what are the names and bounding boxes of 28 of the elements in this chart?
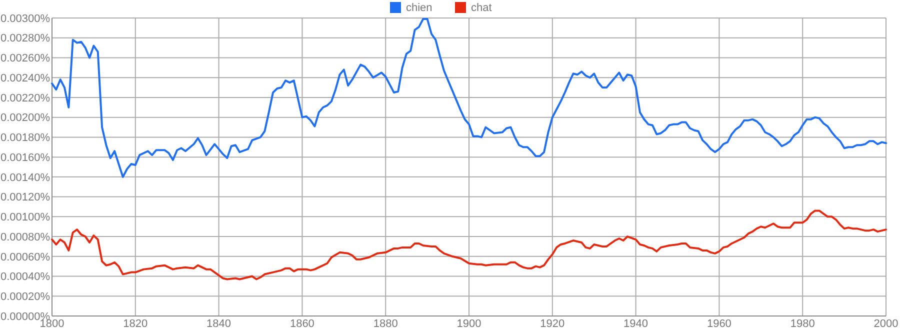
x-tick-label: 1820 [123,318,148,330]
x-tick-label: 1920 [540,318,565,330]
x-tick-label: 1960 [706,318,732,330]
x-tick-label: 1860 [290,318,314,330]
x-tick-label: 2000 [874,318,898,330]
x-tick-label: 1840 [206,318,232,330]
x-tick-label: 1940 [624,318,648,330]
line-series [51,210,887,280]
y-tick-label: 0.00220% [0,92,50,104]
x-tick-label: 1980 [790,318,815,330]
legend-label: chat [471,2,492,14]
y-tick-label: 0.00180% [0,132,50,144]
y-tick-label: 0.00280% [0,32,50,45]
x-tick-label: 1900 [456,318,482,330]
y-tick-label: 0.00140% [0,172,50,184]
y-tick-label: 0.00260% [0,52,50,65]
y-tick-label: 0.00120% [0,192,50,204]
y-tick-label: 0.00040% [0,271,50,284]
x-tick-label: 1880 [373,318,398,330]
y-tick-label: 0.00300% [0,12,50,25]
y-tick-label: 0.00060% [0,251,50,264]
y-tick-label: 0.00160% [0,152,50,164]
y-tick-label: 0.00200% [0,112,50,124]
y-tick-label: 0.00020% [0,290,50,303]
legend-label: chien [406,2,432,14]
y-tick-label: 0.00240% [0,72,50,84]
y-tick-label: 0.00080% [0,231,50,244]
y-tick-label: 0.00100% [0,212,50,224]
